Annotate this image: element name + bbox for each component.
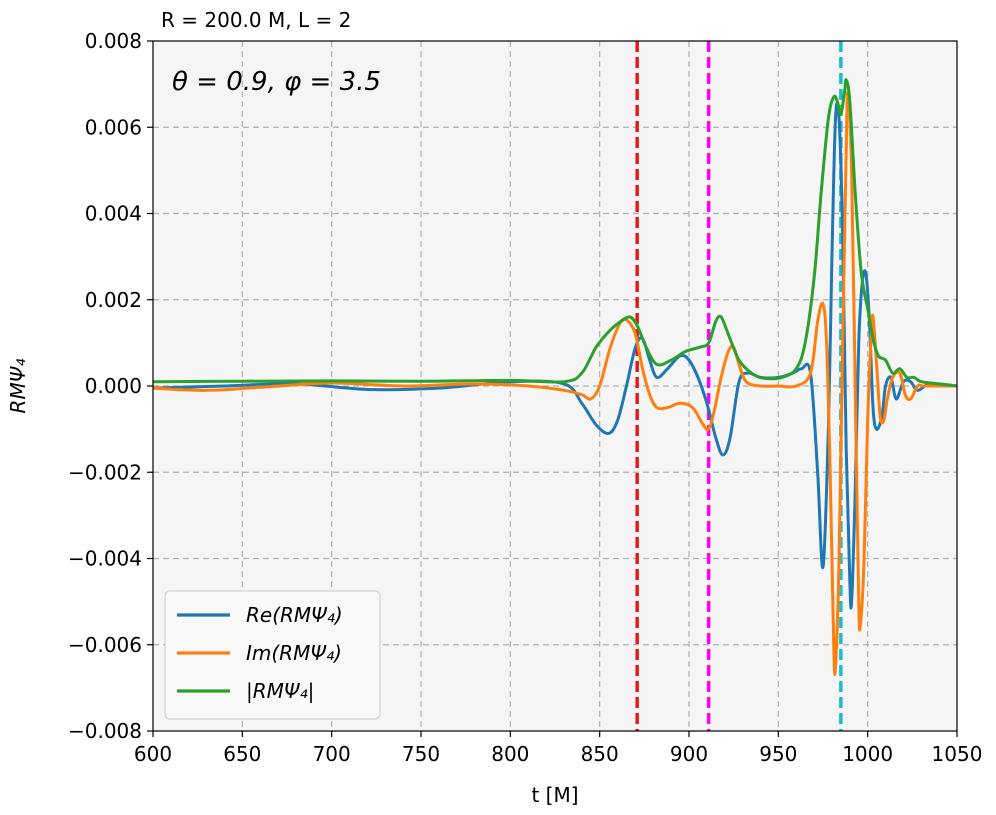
series-abs-line [153,78,957,388]
legend: Re(RMΨ₄) Im(RMΨ₄) |RMΨ₄| [164,590,381,720]
x-tick-label: 1050 [932,742,983,766]
x-tick-label: 700 [313,742,351,766]
legend-box [164,590,381,720]
y-tick-label: −0.004 [68,547,142,571]
series-im-line [153,90,957,676]
y-axis-ticks: −0.008 −0.006 −0.004 −0.002 0.000 0.002 0.004 0… [68,29,153,743]
series-re-legend-label: Re(RMΨ₄) [246,603,343,627]
x-tick-label: 900 [670,742,708,766]
y-tick-label: −0.002 [68,460,142,484]
x-tick-label: 800 [491,742,529,766]
y-tick-label: 0.002 [85,288,142,312]
x-tick-label: 600 [134,742,172,766]
series-abs-legend-label: |RMΨ₄| [246,679,314,703]
y-tick-label: 0.008 [85,29,142,53]
x-tick-label: 650 [223,742,261,766]
y-tick-label: 0.006 [85,115,142,139]
x-tick-label: 850 [581,742,619,766]
x-axis-label: t [M] [531,783,578,807]
y-axis-label: RMΨ₄ [6,359,30,414]
series-lines [153,78,957,676]
x-axis-ticks: 600 650 700 750 800 850 900 950 1000 1050 [134,731,983,766]
y-tick-label: −0.006 [68,633,142,657]
y-tick-label: 0.004 [85,202,142,226]
y-tick-label: −0.008 [68,719,142,743]
x-tick-label: 750 [402,742,440,766]
y-tick-label: 0.000 [85,374,142,398]
x-tick-label: 950 [759,742,797,766]
annotation-text: θ = 0.9, φ = 3.5 [172,67,381,97]
series-im-legend-label: Im(RMΨ₄) [246,641,342,665]
x-tick-label: 1000 [842,742,893,766]
chart-title: R = 200.0 M, L = 2 [161,8,351,32]
